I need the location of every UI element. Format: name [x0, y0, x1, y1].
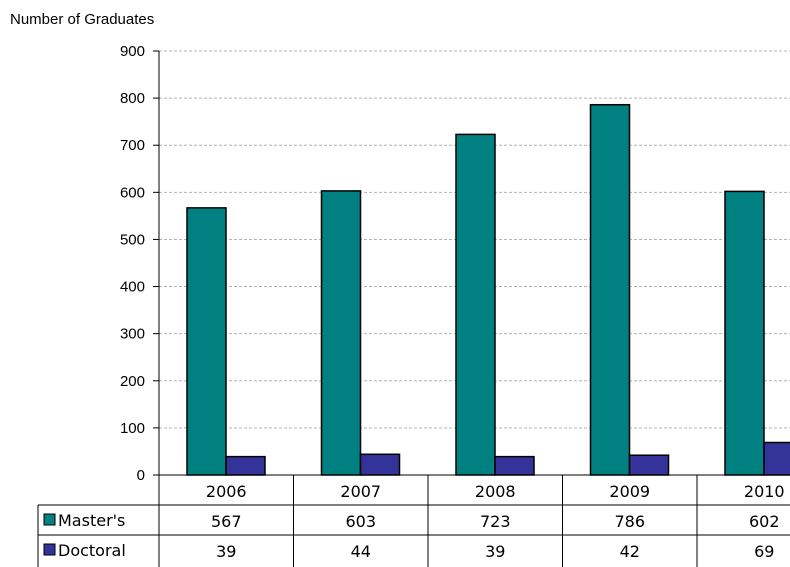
- y-tick-label: 100: [120, 420, 145, 437]
- bar-doctoral-2006: [225, 455, 266, 476]
- category-label: 2009: [609, 482, 650, 501]
- y-tick-label: 500: [120, 231, 145, 248]
- bar-masters-2006: [186, 207, 227, 476]
- y-tick-label: 0: [137, 467, 145, 484]
- bar-doctoral-2007: [359, 453, 401, 476]
- legend-swatch-doctoral: [43, 543, 56, 556]
- legend-label-doctoral: Doctoral: [58, 541, 126, 560]
- bar-masters-2008: [455, 133, 496, 476]
- data-value-label: 42: [620, 542, 640, 561]
- axes: 0 100 200 300 400 500 600 700 800 900: [120, 43, 160, 484]
- legend-swatch-masters: [43, 513, 56, 526]
- data-value-label: 44: [351, 542, 371, 561]
- y-tick-label: 200: [120, 373, 145, 390]
- data-value-label: 39: [216, 542, 236, 561]
- legend-label-masters: Master's: [58, 511, 125, 530]
- bar-doctoral-2010: [763, 441, 790, 476]
- y-tick-label: 800: [120, 90, 145, 107]
- data-table: 2006 2007 2008 2009 2010 Master's 567 603 723 786…: [37, 474, 790, 567]
- data-value-label: 39: [485, 542, 505, 561]
- bar-masters-2009: [589, 103, 631, 476]
- y-tick-label: 700: [120, 137, 145, 154]
- bar-doctoral-2008: [494, 455, 535, 476]
- bar-doctoral-2009: [628, 454, 670, 476]
- bar-masters-2007: [320, 190, 362, 476]
- category-label: 2010: [744, 482, 785, 501]
- y-tick-label: 600: [120, 184, 145, 201]
- bar-masters-2010: [724, 190, 765, 476]
- category-label: 2006: [206, 482, 247, 501]
- bars: [186, 103, 790, 476]
- category-label: 2007: [340, 482, 381, 501]
- data-value-label: 69: [754, 542, 774, 561]
- data-value-label: 602: [749, 512, 780, 531]
- y-tick-label: 300: [120, 326, 145, 343]
- category-label: 2008: [475, 482, 516, 501]
- y-tick-label: 900: [120, 43, 145, 60]
- data-value-label: 567: [211, 512, 242, 531]
- data-value-label: 786: [614, 512, 645, 531]
- y-tick-label: 400: [120, 279, 145, 296]
- data-value-label: 603: [345, 512, 376, 531]
- data-value-label: 723: [480, 512, 511, 531]
- y-axis-title: Number of Graduates: [10, 11, 154, 28]
